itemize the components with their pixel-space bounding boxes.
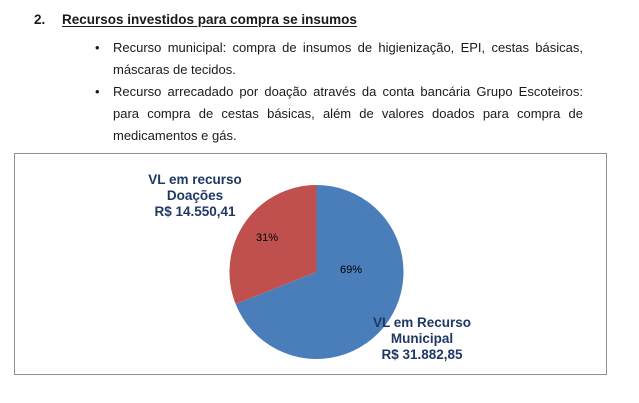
slice-label-line: R$ 14.550,41	[154, 204, 236, 219]
pie-slice	[235, 185, 404, 359]
slice-label-line: Doações	[166, 188, 224, 203]
section-heading: 2. Recursos investidos para compra se in…	[34, 12, 357, 27]
slice-label-line: R$ 31.882,85	[381, 347, 463, 362]
percent-label-municipal: 69%	[339, 264, 363, 276]
bullet-text-doacao: Recurso arrecadado por doação através da…	[113, 84, 583, 143]
bullet-icon: •	[95, 40, 100, 55]
bullet-text-municipal: Recurso municipal: compra de insumos de …	[113, 40, 583, 77]
pie-chart-panel: 69% 31% VL em recurso Doações R$ 14.550,…	[14, 153, 607, 375]
slice-label-line: VL em recurso	[148, 172, 242, 187]
bullet-list: • Recurso municipal: compra de insumos d…	[95, 37, 583, 147]
pie-slice	[229, 185, 317, 305]
pie-chart	[229, 185, 404, 359]
percent-label-doacoes: 31%	[255, 232, 279, 244]
heading-title: Recursos investidos para compra se insum…	[62, 12, 357, 27]
slice-label-line: VL em Recurso	[372, 315, 472, 330]
slice-label-doacoes: VL em recurso Doações R$ 14.550,41	[125, 172, 265, 220]
list-item: • Recurso arrecadado por doação através …	[95, 81, 583, 147]
slice-label-municipal: VL em Recurso Municipal R$ 31.882,85	[342, 315, 502, 363]
list-item: • Recurso municipal: compra de insumos d…	[95, 37, 583, 81]
heading-number: 2.	[34, 12, 46, 27]
slice-label-line: Municipal	[390, 331, 454, 346]
bullet-icon: •	[95, 84, 100, 99]
